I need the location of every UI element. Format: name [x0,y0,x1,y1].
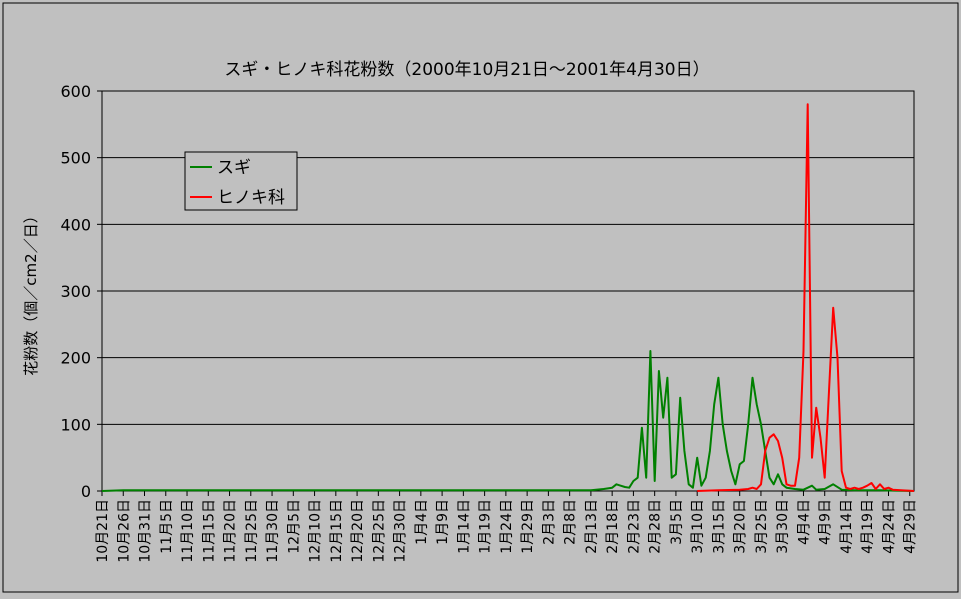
x-tick-label: 3月15日 [711,499,727,554]
x-tick-label: 3月10日 [690,499,706,554]
x-tick-label: 2月28日 [648,499,664,554]
x-tick-label: 4月19日 [860,499,876,554]
legend-box [184,151,298,211]
y-tick-label: 400 [60,215,91,234]
x-tick-label: 4月24日 [881,499,897,554]
x-axis-ticks: 10月21日 10月26日 10月31日 11月5日 11月10日 11月15日 11月20… [95,490,919,563]
x-tick-label: 12月30日 [393,499,409,563]
x-tick-label: 3月30日 [775,499,791,554]
x-tick-label: 11月5日 [159,499,175,554]
x-tick-label: 2月18日 [605,499,621,554]
x-tick-label: 11月20日 [223,499,239,563]
x-tick-label: 1月14日 [456,499,472,554]
x-tick-label: 12月15日 [329,499,345,563]
x-tick-label: 12月20日 [350,499,366,563]
x-tick-label: 2月3日 [541,499,557,545]
x-tick-label: 3月20日 [733,499,749,554]
chart-title: スギ・ヒノキ科花粉数（2000年10月21日～2001年4月30日） [224,60,709,80]
x-tick-label: 1月4日 [414,499,430,545]
y-tick-label: 500 [60,149,91,168]
series-group [101,103,915,492]
y-tick-label: 100 [60,415,91,434]
x-tick-label: 2月13日 [584,499,600,554]
legend-label-sugi: スギ [217,158,251,178]
x-tick-label: 11月15日 [201,499,217,563]
x-tick-label: 1月19日 [478,499,494,554]
x-tick-label: 11月10日 [180,499,196,563]
series-line-sugi [101,350,915,492]
x-tick-label: 11月30日 [265,499,281,563]
x-tick-label: 4月29日 [903,499,919,554]
x-tick-label: 1月24日 [499,499,515,554]
x-tick-label: 3月5日 [669,499,685,545]
x-tick-label: 11月25日 [244,499,260,563]
x-tick-label: 4月9日 [818,499,834,545]
x-tick-label: 4月14日 [839,499,855,554]
x-tick-label: 1月9日 [435,499,451,545]
series-line-hinoki [697,103,915,492]
y-axis-ticks: 0 100 200 300 400 500 600 [60,82,102,501]
legend-label-hinoki: ヒノキ科 [217,188,285,208]
x-tick-label: 12月5日 [286,499,302,554]
x-tick-label: 2月23日 [626,499,642,554]
y-axis-label: 花粉数（個／cm2／日） [22,208,40,375]
x-tick-label: 2月8日 [563,499,579,545]
x-tick-label: 10月31日 [138,499,154,563]
x-tick-label: 10月21日 [95,499,111,563]
x-tick-label: 10月26日 [116,499,132,563]
x-tick-label: 1月29日 [520,499,536,554]
y-tick-label: 300 [60,282,91,301]
y-tick-label: 0 [81,482,91,501]
x-tick-label: 12月10日 [308,499,324,563]
x-tick-label: 12月25日 [371,499,387,563]
legend: スギ ヒノキ科 [184,151,298,211]
x-tick-label: 4月4日 [796,499,812,545]
y-tick-label: 600 [60,82,91,101]
x-tick-label: 3月25日 [754,499,770,554]
y-tick-label: 200 [60,349,91,368]
